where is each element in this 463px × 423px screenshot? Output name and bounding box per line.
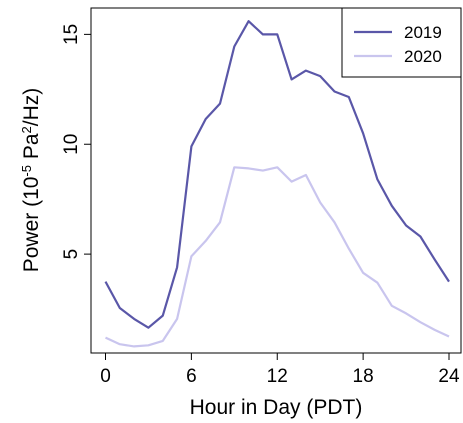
y-axis-label-exponent: -5 xyxy=(19,165,34,177)
y-axis-label-prefix: Power (10 xyxy=(20,177,43,273)
x-axis-label: Hour in Day (PDT) xyxy=(190,396,363,419)
plot-frame xyxy=(90,7,462,354)
series-line-2020 xyxy=(105,166,450,348)
legend-label-2020: 2020 xyxy=(404,47,442,66)
x-tick-label: 12 xyxy=(267,366,288,387)
x-tick-label: 0 xyxy=(100,366,111,387)
legend-label-2019: 2019 xyxy=(404,23,442,42)
y-axis-label: Power (10-5 Pa2/Hz) xyxy=(19,88,44,273)
legend-box xyxy=(341,7,462,78)
y-tick-label: 15 xyxy=(61,24,82,45)
x-tick-label: 6 xyxy=(186,366,197,387)
y-tick-label: 5 xyxy=(61,249,82,260)
y-axis-label-suffix: /Hz) xyxy=(20,88,43,127)
y-axis-label-unit: Pa xyxy=(20,133,43,165)
y-axis-label-unit-exponent: 2 xyxy=(19,126,34,133)
x-tick-label: 24 xyxy=(438,366,460,387)
y-tick-label: 10 xyxy=(61,134,82,155)
x-tick-label: 18 xyxy=(353,366,374,387)
series-layer xyxy=(104,20,450,348)
x-axis-ticks: 0 6 12 18 24 xyxy=(100,353,460,387)
series-line-2019 xyxy=(104,20,450,329)
y-axis-ticks: 5 10 15 xyxy=(61,24,91,260)
legend: 2019 2020 xyxy=(341,7,462,78)
